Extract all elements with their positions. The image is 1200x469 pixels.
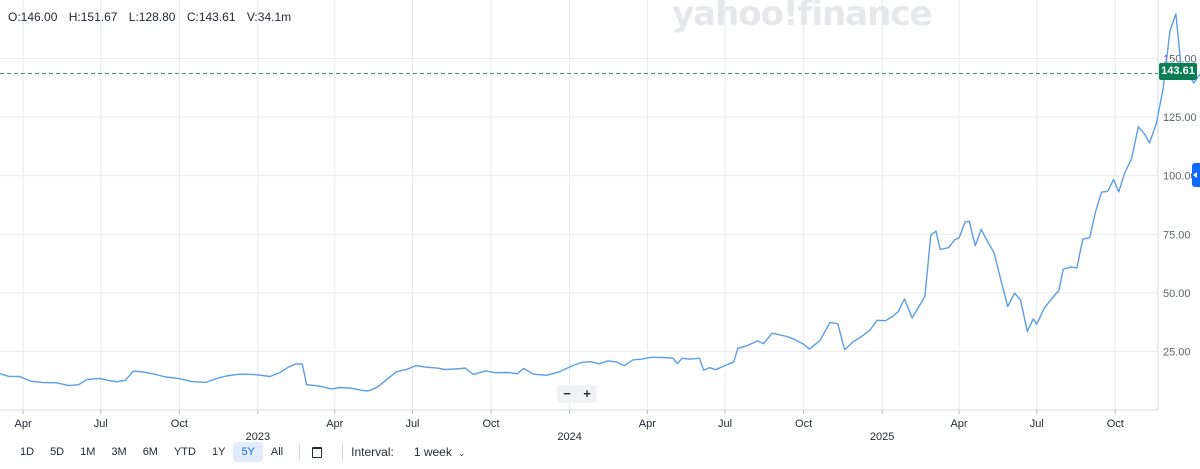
x-tick-label: Oct	[795, 418, 812, 430]
volume-value: V:34.1m	[246, 10, 292, 24]
toolbar-divider	[299, 444, 301, 460]
zoom-out-button[interactable]: −	[563, 386, 571, 401]
y-tick-label: 75.00	[1163, 229, 1191, 241]
range-6m-button[interactable]: 6M	[142, 446, 158, 458]
y-tick-label: 50.00	[1163, 288, 1191, 300]
interval-select[interactable]: 1 week ⌄	[414, 445, 466, 459]
y-tick-label: 125.00	[1163, 112, 1197, 124]
zoom-control: − +	[557, 385, 597, 403]
ohlc-readout: O:146.00 H:151.67 L:128.80 C:143.61 V:34…	[8, 10, 299, 24]
interval-value: 1 week	[413, 445, 452, 459]
year-tick-label: 2025	[870, 431, 894, 443]
x-tick-label: Jul	[405, 418, 419, 430]
range-ytd-button[interactable]: YTD	[173, 446, 196, 458]
range-toolbar: 1D 5D 1M 3M 6M YTD 1Y 5Y All Interval: 1…	[0, 440, 1200, 464]
y-tick-label: 100.00	[1163, 171, 1197, 183]
range-1d-button[interactable]: 1D	[20, 446, 35, 458]
x-tick-label: Apr	[14, 418, 31, 430]
range-all-button[interactable]: All	[270, 446, 284, 458]
collapse-side-panel-icon[interactable]	[1192, 163, 1200, 187]
high-value: H:151.67	[68, 10, 118, 24]
low-value: L:128.80	[128, 10, 176, 24]
open-value: O:146.00	[8, 10, 58, 24]
toolbar-divider	[342, 444, 344, 460]
range-1y-button[interactable]: 1Y	[211, 446, 226, 458]
x-tick-label: Jul	[94, 418, 108, 430]
range-1m-button[interactable]: 1M	[80, 446, 96, 458]
x-tick-label: Oct	[171, 418, 188, 430]
chevron-down-icon: ⌄	[457, 448, 466, 458]
year-tick-label: 2024	[557, 431, 581, 443]
yahoo-finance-watermark: yahoo!finance	[672, 0, 933, 34]
x-tick-label: Apr	[326, 418, 343, 430]
calendar-icon[interactable]	[312, 446, 323, 458]
year-tick-label: 2023	[246, 431, 270, 443]
x-tick-label: Oct	[1107, 418, 1124, 430]
last-price-badge: 143.61	[1159, 63, 1197, 80]
x-tick-label: Jul	[1030, 418, 1044, 430]
range-5y-button[interactable]: 5Y	[233, 442, 263, 462]
zoom-in-button[interactable]: +	[583, 386, 591, 401]
x-tick-label: Apr	[950, 418, 967, 430]
range-5d-button[interactable]: 5D	[50, 446, 65, 458]
x-tick-label: Oct	[482, 418, 499, 430]
close-value: C:143.61	[186, 10, 236, 24]
interval-label: Interval:	[351, 445, 394, 459]
x-tick-label: Apr	[639, 418, 656, 430]
price-series-line	[0, 13, 1200, 392]
y-tick-label: 25.00	[1163, 346, 1191, 358]
range-3m-button[interactable]: 3M	[111, 446, 127, 458]
x-tick-label: Jul	[718, 418, 732, 430]
